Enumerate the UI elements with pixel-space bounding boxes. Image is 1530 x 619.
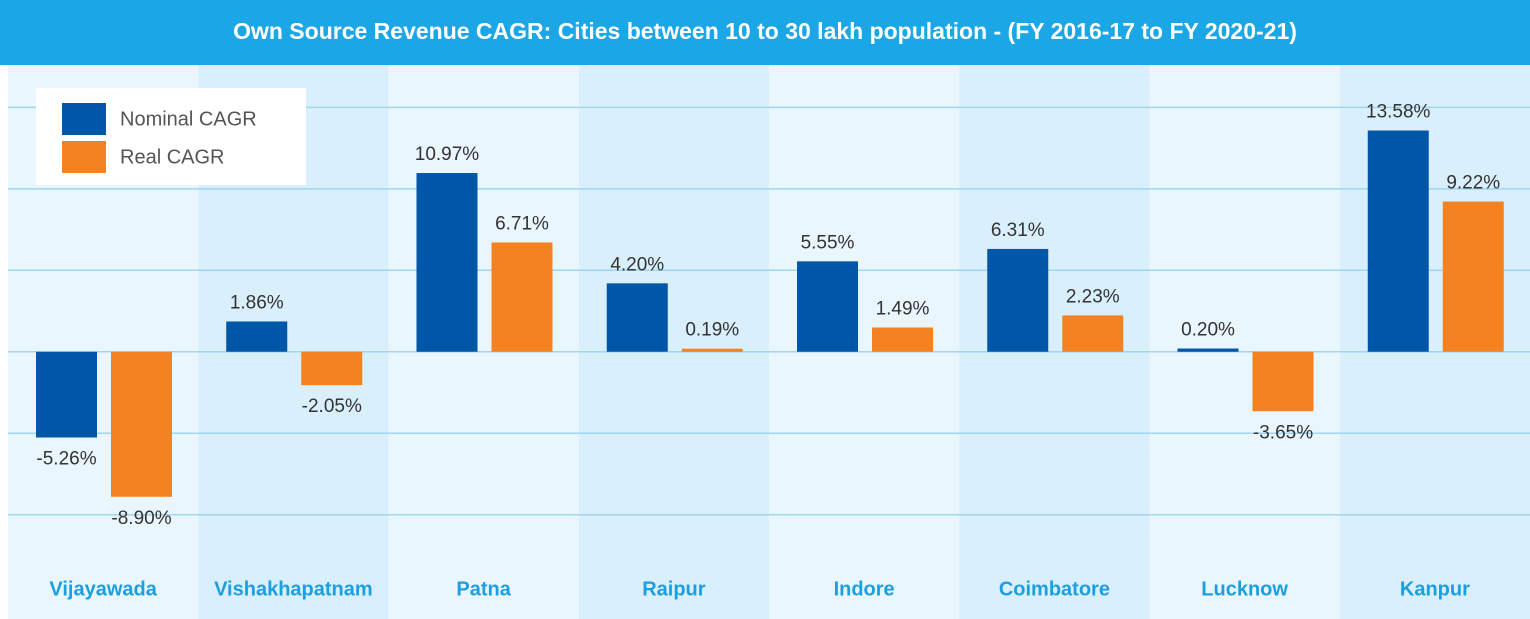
bar — [1252, 351, 1314, 412]
bar — [226, 321, 288, 352]
bar — [416, 173, 478, 352]
bar — [987, 248, 1049, 352]
data-label: 6.71% — [495, 213, 549, 234]
data-label: 1.86% — [230, 292, 284, 313]
x-tick-label: Coimbatore — [999, 578, 1110, 600]
bar — [1367, 130, 1429, 352]
data-label: 1.49% — [876, 299, 930, 320]
data-label: -2.05% — [302, 396, 362, 417]
bars: -5.26% -8.90% 1.86% -2.05% 10.97% 6.71% 4.20% 0… — [36, 102, 1504, 529]
bar — [872, 327, 933, 352]
bar — [1442, 201, 1504, 352]
left-margin — [0, 65, 8, 619]
column-band — [1149, 65, 1340, 619]
x-tick-label: Vishakhapatnam — [214, 578, 373, 600]
bar — [491, 242, 553, 352]
x-tick-label: Raipur — [642, 578, 706, 600]
bar — [36, 351, 97, 438]
bar — [681, 348, 743, 352]
data-label: 9.22% — [1446, 173, 1500, 194]
legend-swatch — [62, 141, 106, 173]
bar — [797, 261, 858, 352]
bar — [1177, 348, 1239, 352]
data-label: 4.20% — [610, 254, 664, 275]
data-label: 13.58% — [1366, 102, 1431, 123]
chart-title: Own Source Revenue CAGR: Cities between … — [233, 18, 1297, 44]
legend-swatch — [62, 103, 106, 135]
data-label: -3.65% — [1253, 422, 1313, 443]
title-bar — [0, 0, 1530, 65]
x-tick-label: Patna — [456, 578, 511, 600]
data-label: 10.97% — [415, 144, 480, 165]
data-label: 6.31% — [991, 220, 1045, 241]
bar — [111, 351, 172, 497]
data-label: -8.90% — [111, 508, 171, 529]
x-tick-label: Indore — [834, 578, 895, 600]
data-label: 0.20% — [1181, 320, 1235, 341]
x-tick-label: Kanpur — [1400, 578, 1470, 600]
data-label: -5.26% — [36, 448, 96, 469]
data-label: 5.55% — [801, 232, 855, 253]
bar — [301, 351, 363, 386]
data-label: 0.19% — [685, 320, 739, 341]
x-tick-label: Vijayawada — [49, 578, 157, 600]
x-tick-label: Lucknow — [1201, 578, 1288, 600]
legend-label: Real CAGR — [120, 146, 224, 168]
data-label: 2.23% — [1066, 286, 1120, 307]
legend-label: Nominal CAGR — [120, 108, 257, 130]
legend: Nominal CAGR Real CAGR — [36, 88, 306, 185]
bar — [606, 283, 668, 352]
bar — [1062, 315, 1124, 352]
